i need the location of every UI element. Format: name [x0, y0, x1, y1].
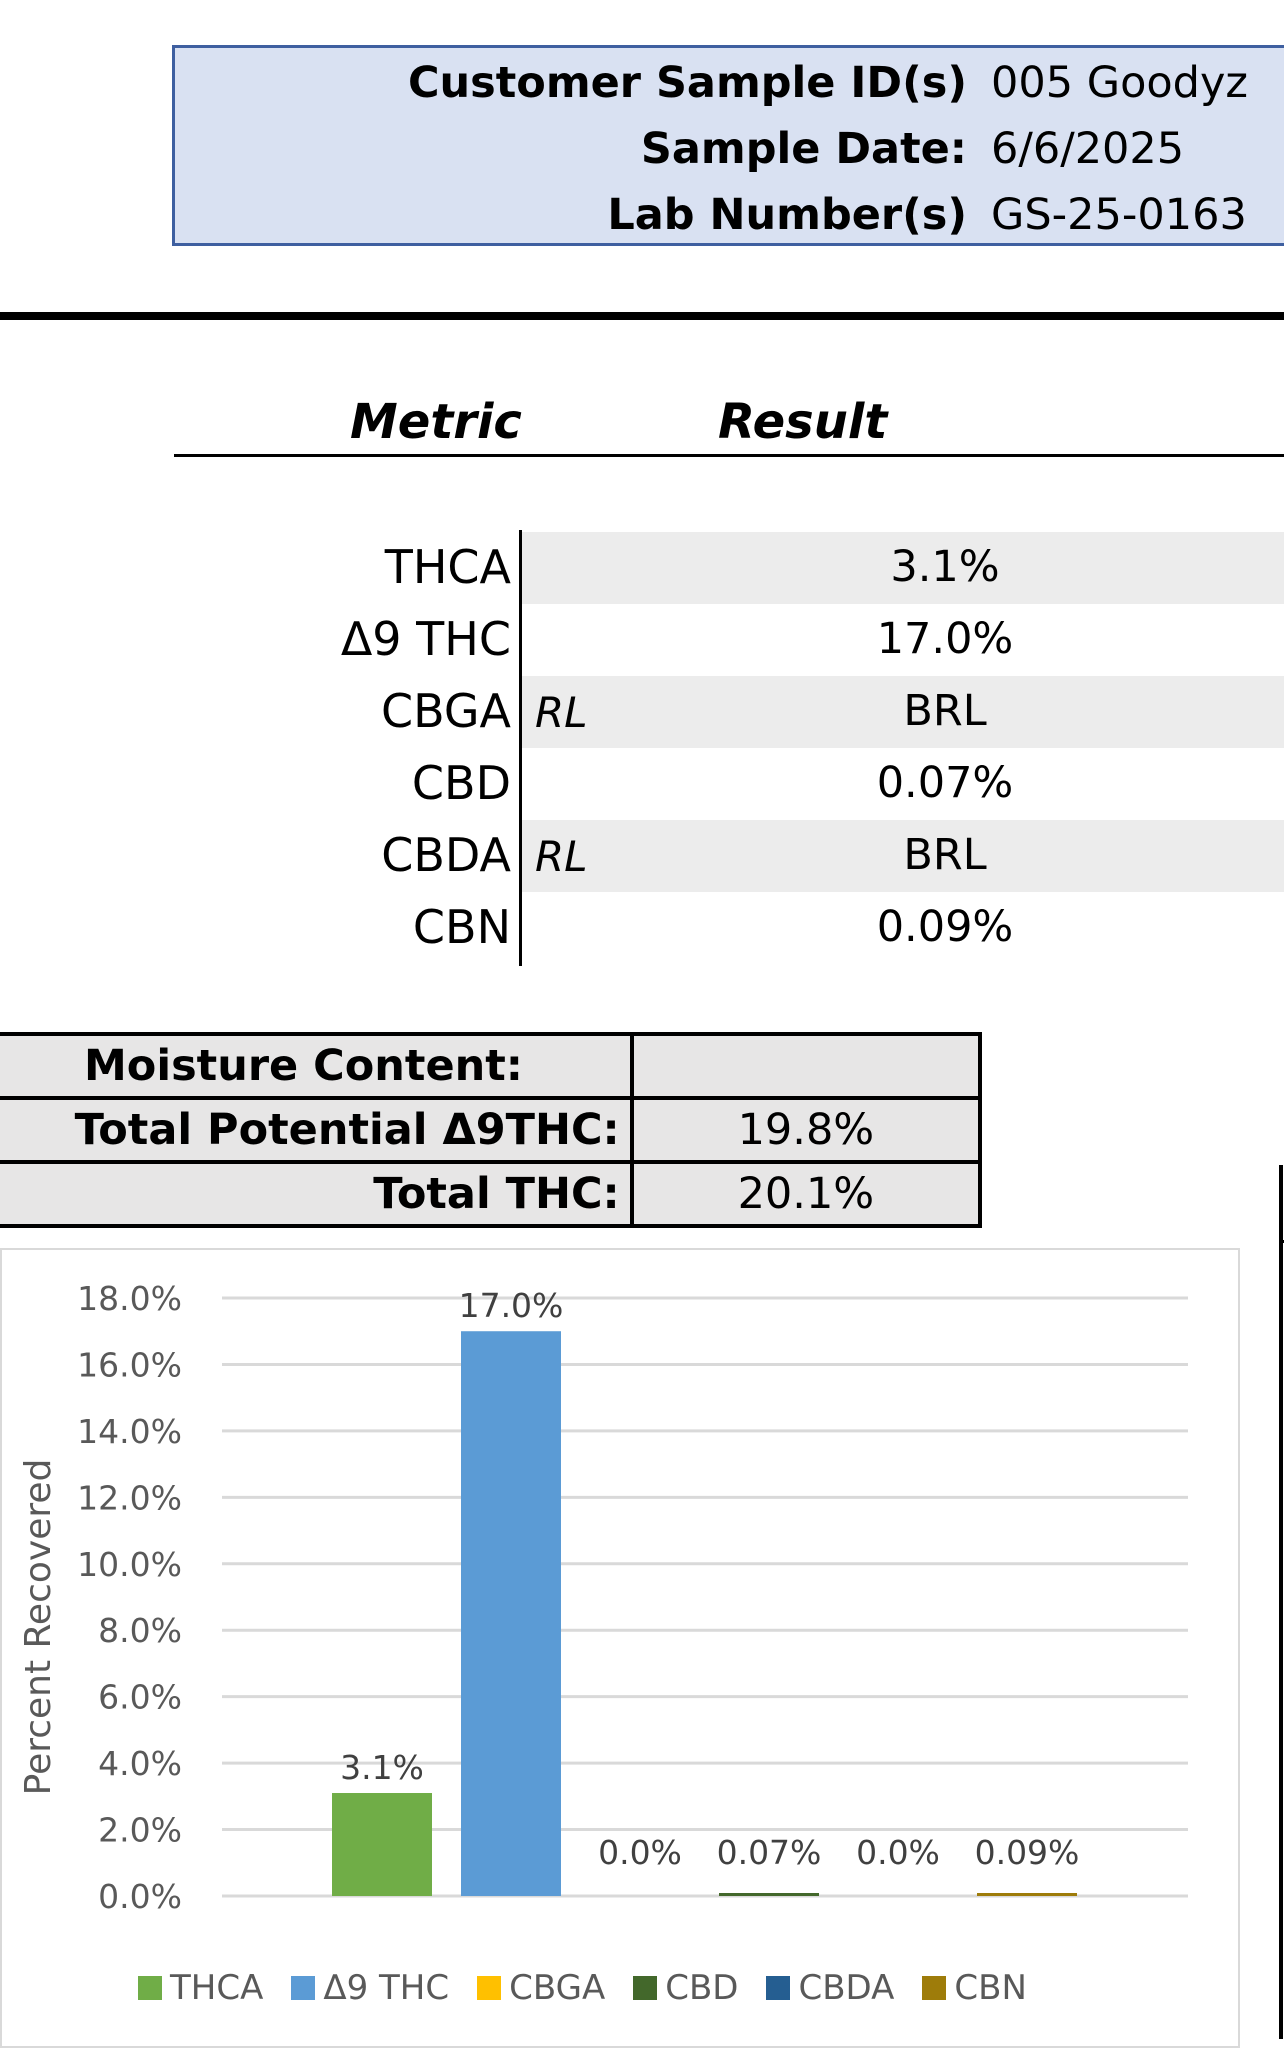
- metric-divider-line: [519, 530, 522, 966]
- y-tick-label: 10.0%: [77, 1545, 182, 1584]
- metric-name: CBD: [411, 756, 511, 810]
- data-label: 17.0%: [459, 1286, 564, 1325]
- bar-5: [977, 1893, 1077, 1896]
- y-tick-label: 18.0%: [77, 1279, 182, 1318]
- chart-legend: THCA Δ9 THC CBGA CBD CBDA CBN: [138, 1968, 1055, 2008]
- bar-0: [332, 1793, 432, 1896]
- bar-1: [461, 1331, 561, 1896]
- data-label: 0.0%: [856, 1833, 940, 1872]
- metric-result: BRL: [903, 686, 987, 736]
- metric-name: CBDA: [381, 828, 511, 882]
- metric-result: 3.1%: [890, 542, 1000, 592]
- metric-name: CBGA: [381, 684, 511, 738]
- y-tick-label: 14.0%: [77, 1412, 182, 1451]
- right-edge-line: [1279, 1165, 1283, 2039]
- metric-name: CBN: [412, 900, 511, 954]
- legend-item: Δ9 THC: [291, 1968, 449, 2008]
- legend-swatch: [633, 1976, 658, 2000]
- sample-date-row: Sample Date: 6/6/2025: [175, 118, 1284, 184]
- sample-date-value: 6/6/2025: [991, 124, 1185, 174]
- legend-label: CBN: [954, 1968, 1027, 2008]
- metric-row: CBDA RL BRL: [0, 820, 1284, 892]
- data-label: 0.07%: [717, 1833, 822, 1872]
- data-label: 0.09%: [975, 1833, 1080, 1872]
- total-thc-value: 20.1%: [629, 1160, 983, 1228]
- legend-label: CBDA: [798, 1968, 895, 2008]
- header-underline: [174, 454, 1284, 457]
- y-tick-label: 8.0%: [98, 1611, 182, 1650]
- result-column-header: Result: [718, 394, 888, 450]
- metric-column-header: Metric: [350, 394, 522, 450]
- customer-sample-row: Customer Sample ID(s) 005 Goodyz: [175, 52, 1284, 118]
- metric-row: CBD 0.07%: [0, 748, 1284, 820]
- legend-item: CBD: [633, 1968, 738, 2008]
- totals-row: Total Potential Δ9THC: 19.8%: [0, 1096, 983, 1164]
- legend-item: CBN: [922, 1968, 1027, 2008]
- lab-number-row: Lab Number(s) GS-25-0163: [175, 184, 1284, 250]
- legend-item: CBGA: [477, 1968, 605, 2008]
- total-potential-thc-label: Total Potential Δ9THC:: [0, 1096, 634, 1164]
- metric-row: THCA 3.1%: [0, 532, 1284, 604]
- customer-sample-label: Customer Sample ID(s): [407, 58, 967, 108]
- customer-sample-value: 005 Goodyz: [991, 58, 1248, 108]
- data-label: 0.0%: [598, 1833, 682, 1872]
- legend-label: THCA: [170, 1968, 264, 2008]
- data-label: 3.1%: [340, 1748, 424, 1787]
- legend-label: Δ9 THC: [323, 1968, 450, 2008]
- metric-row: CBN 0.09%: [0, 892, 1284, 964]
- metric-result: 0.07%: [876, 758, 1014, 808]
- y-tick-label: 16.0%: [77, 1345, 182, 1384]
- potency-bar-chart: 0.0% 2.0% 4.0% 6.0% 8.0% 10.0% 12.0% 14.0% 16.0%…: [18, 1279, 1188, 1916]
- moisture-content-label: Moisture Content:: [0, 1032, 634, 1100]
- sample-info-box: Customer Sample ID(s) 005 Goodyz Sample …: [172, 45, 1284, 246]
- lab-number-label: Lab Number(s): [607, 190, 967, 240]
- legend-swatch: [766, 1976, 791, 2000]
- metric-result: BRL: [903, 830, 987, 880]
- bar-3: [719, 1893, 819, 1896]
- y-tick-label: 12.0%: [77, 1478, 182, 1517]
- legend-swatch: [477, 1976, 502, 2000]
- metric-flag: RL: [535, 832, 588, 881]
- section-divider: [0, 312, 1284, 320]
- legend-swatch: [922, 1976, 947, 2000]
- legend-swatch: [138, 1976, 162, 2000]
- totals-row: Total THC: 20.1%: [0, 1160, 983, 1228]
- legend-label: CBD: [665, 1968, 739, 2008]
- totals-row: Moisture Content:: [0, 1032, 983, 1100]
- totals-table: Moisture Content: Total Potential Δ9THC:…: [0, 1032, 983, 1228]
- sample-date-label: Sample Date:: [640, 124, 967, 174]
- y-tick-label: 2.0%: [98, 1811, 182, 1850]
- y-tick-label: 6.0%: [98, 1678, 182, 1717]
- legend-item: THCA: [138, 1968, 263, 2008]
- y-tick-label: 4.0%: [98, 1744, 182, 1783]
- y-axis-title: Percent Recovered: [18, 1459, 59, 1796]
- metric-row: Δ9 THC 17.0%: [0, 604, 1284, 676]
- metric-result: 17.0%: [876, 614, 1014, 664]
- lab-number-value: GS-25-0163: [991, 190, 1247, 240]
- legend-item: CBDA: [766, 1968, 894, 2008]
- total-thc-label: Total THC:: [0, 1160, 634, 1228]
- legend-swatch: [291, 1976, 316, 2000]
- metric-result: 0.09%: [876, 902, 1014, 952]
- right-edge-tick: [1279, 1240, 1284, 1243]
- legend-label: CBGA: [509, 1968, 606, 2008]
- y-tick-label: 0.0%: [98, 1877, 182, 1916]
- metric-name: THCA: [384, 540, 511, 594]
- metric-flag: RL: [535, 688, 588, 737]
- metric-row: CBGA RL BRL: [0, 676, 1284, 748]
- moisture-content-value: [629, 1032, 983, 1100]
- metric-name: Δ9 THC: [340, 612, 511, 666]
- total-potential-thc-value: 19.8%: [629, 1096, 983, 1164]
